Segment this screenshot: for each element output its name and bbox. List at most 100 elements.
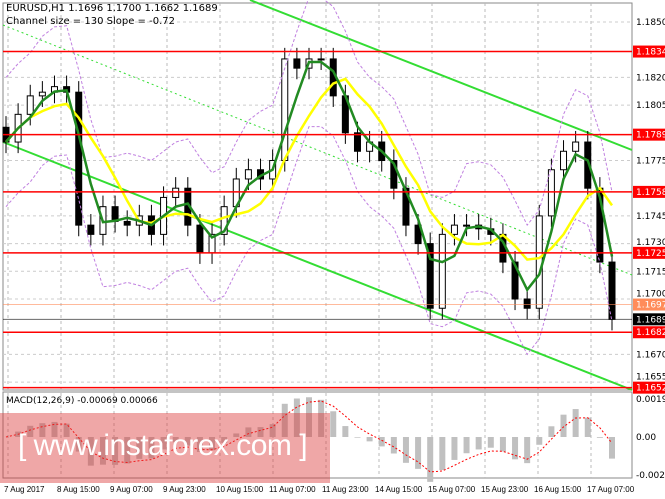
macd-histogram-bar (112, 437, 119, 465)
y-tick-label: 1.1730 (636, 238, 665, 248)
candle-body (172, 187, 180, 198)
macd-histogram-bar (354, 437, 361, 438)
y-tick-label: 1.1775 (636, 157, 665, 167)
candle-body (584, 141, 592, 189)
macd-histogram-bar (124, 437, 131, 464)
macd-histogram-bar (560, 414, 567, 437)
envelope-upper (5, 0, 613, 227)
ma-fast-line (5, 60, 614, 293)
x-tick-label: 10 Aug 15:00 (216, 485, 264, 494)
macd-histogram-bar (427, 437, 434, 482)
y-tick-label: 1.1850 (636, 18, 665, 28)
macd-histogram-bar (245, 427, 252, 437)
macd-histogram-bar (257, 427, 264, 437)
candle-body (450, 224, 458, 235)
y-tick-label: 1.1820 (636, 73, 665, 83)
macd-histogram-bar (536, 437, 543, 445)
watermark: [ www.instaforex.com ] (0, 413, 330, 483)
y-tick-label: 1.1715 (636, 267, 665, 277)
macd-histogram-bar (512, 437, 519, 460)
candle-body (38, 91, 46, 97)
macd-tick-label: -0.00215 (636, 471, 665, 481)
x-tick-label: 16 Aug 15:00 (534, 485, 582, 494)
y-tick-label: 1.1700 (636, 290, 665, 300)
macd-histogram-bar (281, 403, 288, 437)
x-tick-label: 11 Aug 23:00 (322, 485, 369, 494)
ask-price-label: 1.1697 (636, 301, 665, 311)
y-tick-label: 1.1745 (636, 212, 665, 222)
candle-body (560, 150, 568, 171)
macd-histogram-bar (487, 437, 494, 448)
macd-histogram-bar (75, 437, 82, 452)
level-price-label: 1.1789 (636, 131, 665, 141)
x-tick-label: 9 Aug 23:00 (163, 485, 206, 494)
level-price-tag (633, 45, 665, 58)
macd-tick-label: 0.00199 (636, 395, 665, 405)
envelope-lower (5, 126, 613, 356)
macd-histogram-bar (39, 423, 46, 437)
level-price-tag (633, 185, 665, 198)
macd-histogram-bar (87, 437, 94, 466)
level-price-tag (633, 128, 665, 141)
macd-histogram-bar (463, 437, 470, 454)
macd-histogram-bar (596, 437, 603, 438)
candle-body (75, 91, 83, 226)
macd-histogram-bar (148, 437, 155, 459)
y-tick-label: 1.1670 (636, 350, 665, 360)
macd-histogram-bar (475, 437, 482, 450)
macd-histogram-bar (51, 421, 58, 437)
candle-body (414, 224, 422, 245)
y-tick-label: 1.1655 (636, 373, 665, 383)
macd-histogram-bar (233, 433, 240, 437)
macd-histogram-bar (366, 437, 373, 442)
macd-signal-line (5, 400, 613, 473)
symbol-header: EURUSD,H1 1.1696 1.1700 1.1662 1.1689 (6, 3, 218, 14)
level-price-tag (633, 326, 665, 339)
macd-histogram-bar (415, 437, 422, 469)
candle-body (523, 298, 531, 309)
macd-histogram-bar (572, 409, 579, 437)
macd-histogram-bar (524, 437, 531, 464)
macd-histogram-bar (293, 398, 300, 437)
candle-body (353, 132, 361, 152)
x-tick-label: 15 Aug 23:00 (481, 485, 529, 494)
x-tick-label: 7 Aug 2017 (4, 485, 45, 494)
candle-body (87, 224, 95, 235)
level-price-tag (633, 246, 665, 259)
macd-tick-label: 0.00 (636, 433, 656, 443)
candle-body (426, 243, 434, 309)
macd-histogram-bar (609, 437, 615, 459)
macd-histogram-bar (378, 437, 385, 447)
x-tick-label: 8 Aug 15:00 (57, 485, 100, 494)
macd-histogram-bar (402, 437, 409, 463)
macd-histogram-bar (160, 437, 167, 450)
level-price-label: 1.1758 (636, 188, 665, 198)
macd-histogram-bar (342, 426, 349, 437)
candle-body (535, 215, 543, 309)
x-tick-label: 11 Aug 07:00 (269, 485, 316, 494)
macd-histogram-bar (269, 424, 276, 437)
macd-histogram-bar (221, 437, 228, 443)
x-tick-label: 14 Aug 15:00 (375, 485, 423, 494)
level-price-label: 1.1834 (636, 48, 665, 58)
macd-histogram-bar (196, 437, 203, 452)
level-price-label: 1.1682 (636, 328, 665, 338)
candle-body (463, 224, 471, 227)
candle-body (196, 224, 204, 254)
x-tick-label: 17 Aug 07:00 (587, 485, 635, 494)
macd-label: MACD(12,26,9) -0.00069 0.00066 (6, 396, 158, 406)
macd-histogram-bar (390, 437, 397, 454)
channel-info: Channel size = 130 Slope = -0.72 (6, 16, 175, 27)
macd-histogram-bar (172, 437, 179, 443)
macd-histogram-bar (99, 437, 106, 465)
candle-body (293, 58, 301, 69)
candle-body (547, 169, 555, 217)
ma-slow-line (5, 77, 614, 261)
candle-body (608, 261, 616, 320)
x-tick-label: 15 Aug 07:00 (428, 485, 476, 494)
candle-body (244, 169, 252, 180)
macd-histogram-bar (499, 437, 506, 452)
level-price-tag (633, 381, 665, 394)
candle-body (220, 206, 228, 235)
